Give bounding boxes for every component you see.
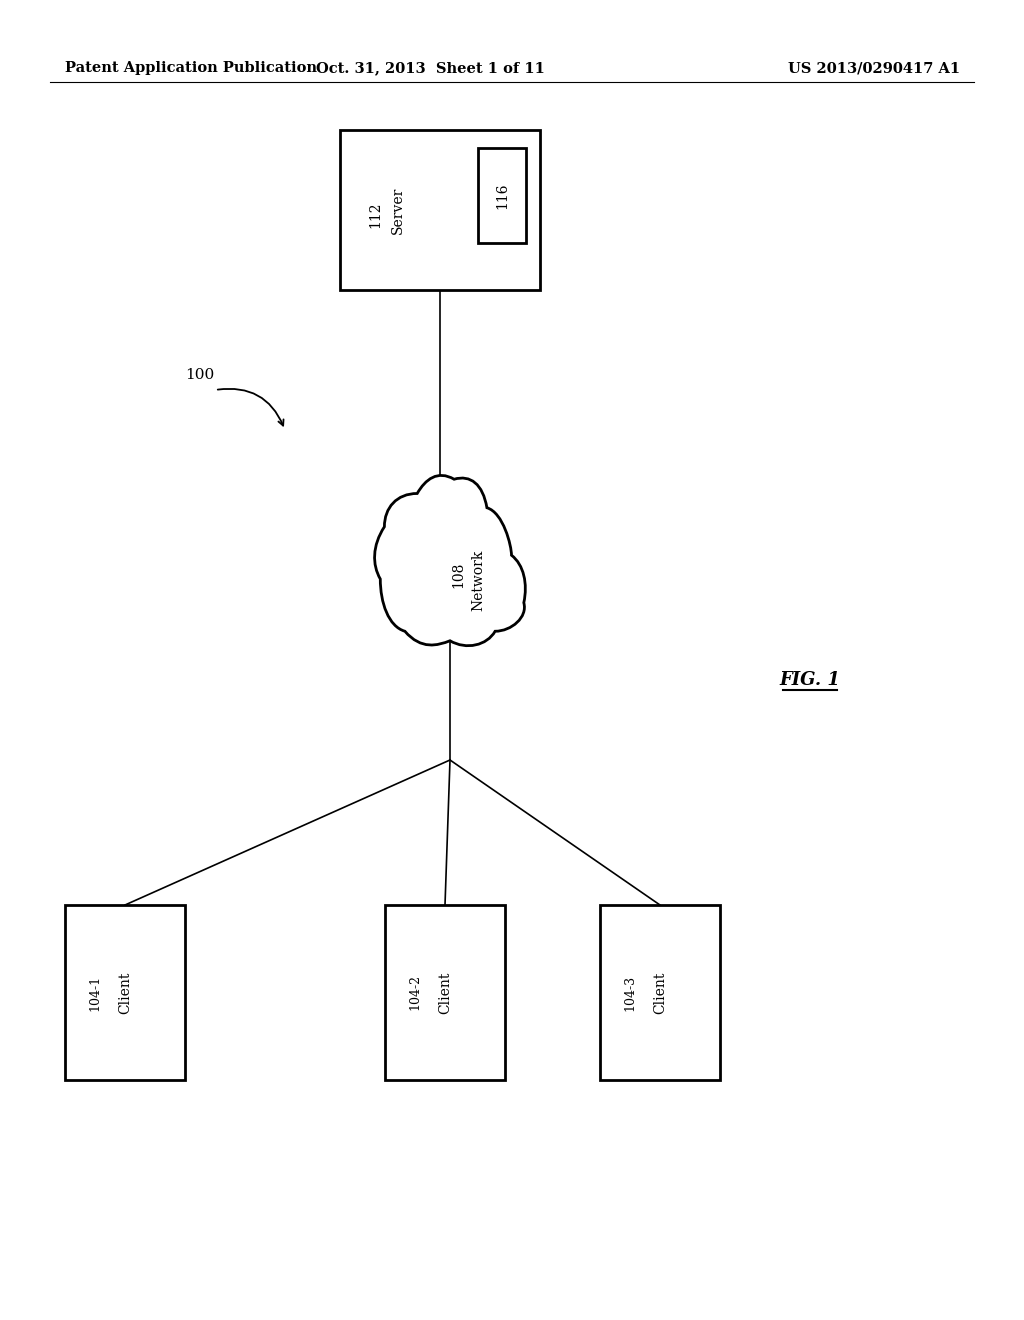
Text: Server: Server (391, 186, 406, 234)
Text: 112: 112 (368, 202, 382, 228)
Text: Client: Client (653, 972, 667, 1014)
Bar (65, 906, 185, 1080)
Text: 104-3: 104-3 (624, 974, 637, 1011)
Text: Client: Client (118, 972, 132, 1014)
Text: FIG. 1: FIG. 1 (779, 671, 841, 689)
Bar (340, 129, 540, 290)
Text: 108: 108 (451, 562, 465, 589)
Text: Oct. 31, 2013  Sheet 1 of 11: Oct. 31, 2013 Sheet 1 of 11 (315, 61, 545, 75)
PathPatch shape (375, 475, 525, 645)
Text: Network: Network (471, 549, 485, 611)
Text: 104-2: 104-2 (409, 974, 422, 1011)
Text: 100: 100 (185, 368, 215, 381)
Text: Client: Client (438, 972, 452, 1014)
Bar (478, 148, 526, 243)
Text: Patent Application Publication: Patent Application Publication (65, 61, 317, 75)
Text: US 2013/0290417 A1: US 2013/0290417 A1 (787, 61, 961, 75)
Bar (385, 906, 505, 1080)
Text: 116: 116 (495, 182, 509, 209)
Text: 104-1: 104-1 (88, 974, 101, 1011)
Bar (600, 906, 720, 1080)
